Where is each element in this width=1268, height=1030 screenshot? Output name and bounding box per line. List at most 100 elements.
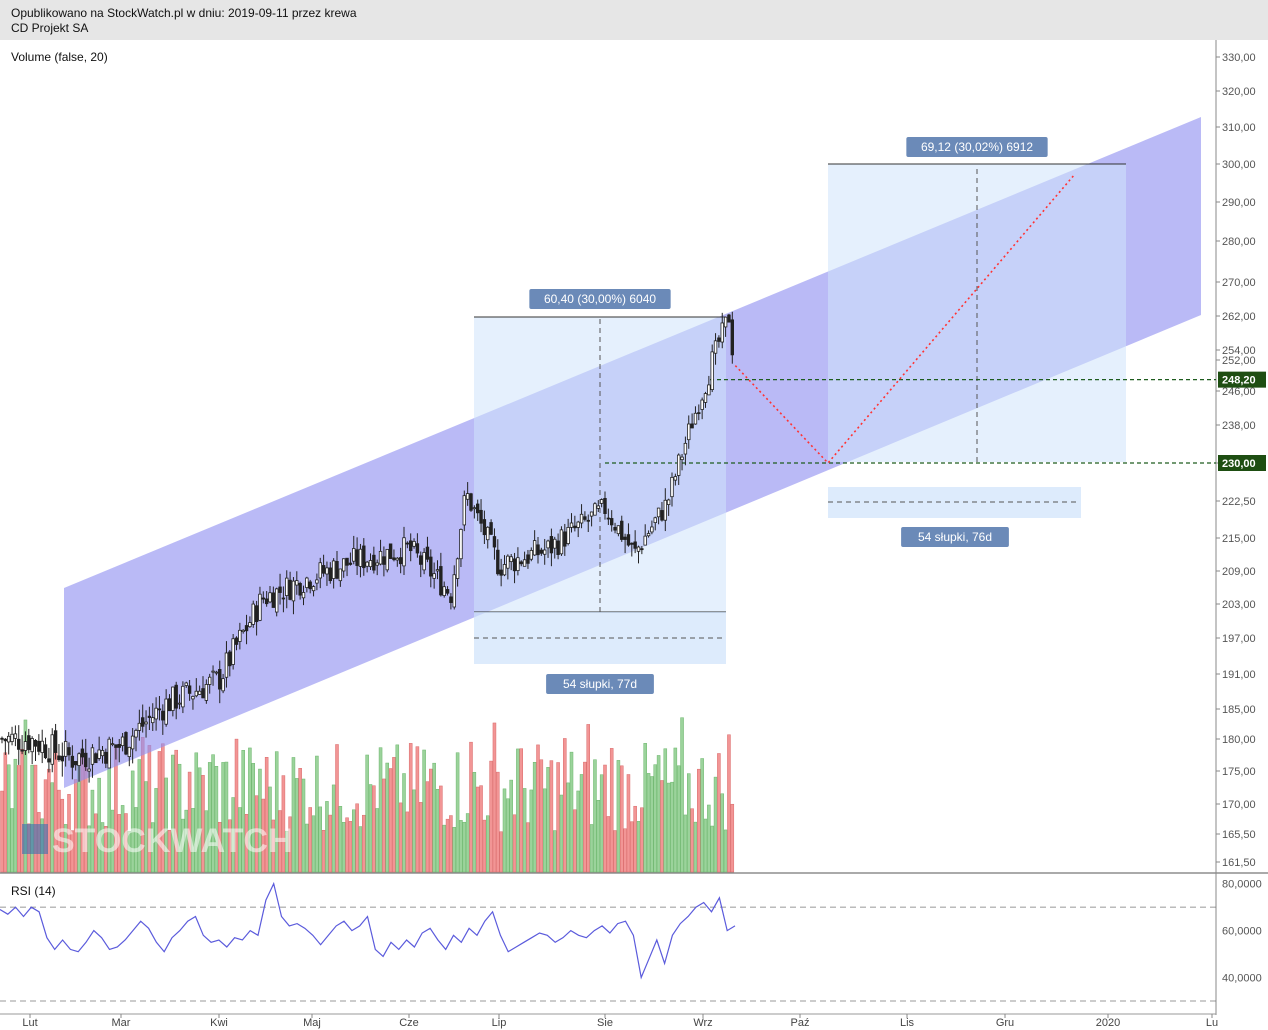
- candle-body: [526, 554, 530, 564]
- candle-body: [70, 755, 75, 768]
- y-tick-label: 203,00: [1222, 599, 1256, 611]
- volume-bar: [254, 795, 259, 873]
- candle: [469, 492, 473, 512]
- volume-bar: [469, 741, 473, 873]
- volume-bar: [673, 747, 678, 873]
- candle: [358, 543, 363, 578]
- volume-bar: [412, 789, 416, 873]
- candle-body: [683, 442, 688, 455]
- candle: [104, 748, 108, 769]
- candle-body: [231, 638, 235, 665]
- candle: [697, 404, 701, 421]
- candle: [516, 547, 520, 576]
- volume-bar: [375, 808, 379, 873]
- candle-body: [130, 735, 135, 750]
- candle-body: [475, 503, 480, 514]
- volume-bar: [395, 744, 400, 873]
- candle: [573, 515, 577, 532]
- volume-bar: [60, 798, 65, 873]
- candle-body: [3, 738, 8, 742]
- candle-body: [519, 561, 523, 565]
- candle-body: [623, 536, 627, 540]
- price-badge-label: 248,20: [1222, 375, 1256, 387]
- volume-bar: [405, 811, 410, 873]
- volume-bar: [512, 814, 517, 873]
- candle: [218, 660, 222, 704]
- volume-bar: [482, 819, 487, 873]
- candle-body: [499, 569, 503, 576]
- volume-bar: [144, 781, 148, 873]
- x-tick-label: Kwi: [210, 1017, 228, 1029]
- candle: [207, 673, 212, 694]
- x-tick-label: Lis: [900, 1017, 915, 1029]
- candle: [231, 633, 235, 670]
- candle: [295, 571, 299, 595]
- candle: [298, 581, 302, 600]
- volume-bar: [419, 802, 423, 873]
- volume-bar: [579, 774, 584, 873]
- candle: [677, 453, 681, 485]
- candle-body: [17, 738, 21, 750]
- annotation-label: 60,40 (30,00%) 6040: [544, 292, 656, 306]
- candle: [707, 375, 711, 396]
- candle: [100, 745, 105, 764]
- volume-bar: [271, 819, 276, 873]
- candle: [543, 538, 547, 565]
- candle-body: [43, 744, 48, 759]
- candle-body: [626, 534, 631, 546]
- candle: [522, 551, 527, 567]
- candle-body: [110, 743, 115, 746]
- candle: [378, 539, 383, 566]
- candle-body: [241, 629, 245, 633]
- candle: [465, 482, 470, 506]
- candle-body: [228, 651, 232, 667]
- candle-body: [288, 579, 292, 600]
- y-tick-label: 238,00: [1222, 420, 1256, 432]
- candle-body: [274, 588, 279, 613]
- volume-bar: [104, 826, 108, 873]
- volume-bar: [47, 768, 51, 873]
- volume-bar: [472, 772, 477, 873]
- candle-body: [184, 682, 188, 686]
- candle: [700, 397, 704, 420]
- candle-body: [549, 536, 554, 554]
- candle-body: [569, 522, 574, 528]
- candle: [248, 616, 252, 628]
- candle: [271, 586, 276, 608]
- candle-body: [47, 758, 51, 763]
- candle: [154, 697, 158, 731]
- volume-bar: [573, 809, 577, 873]
- candle: [197, 685, 202, 695]
- volume-bar: [33, 764, 38, 873]
- candle-body: [120, 736, 125, 747]
- candle: [84, 738, 88, 771]
- candle-body: [656, 507, 661, 518]
- candle: [151, 703, 155, 731]
- volume-bar: [663, 748, 668, 873]
- candle-body: [539, 549, 544, 554]
- watermark-text: STOCKWATCH: [52, 822, 293, 860]
- candle: [479, 499, 483, 533]
- candle: [499, 558, 503, 587]
- candle-body: [291, 580, 296, 602]
- candle-body: [224, 652, 229, 678]
- candle: [439, 552, 443, 597]
- candle: [593, 502, 597, 516]
- volume-bar: [462, 821, 467, 873]
- candle-body: [472, 507, 477, 510]
- candle-body: [492, 536, 497, 548]
- candle-body: [486, 526, 490, 541]
- candle: [325, 561, 329, 586]
- candle: [713, 333, 718, 365]
- volume-bar: [328, 814, 333, 873]
- volume-bar: [3, 752, 8, 873]
- candle-body: [653, 517, 657, 524]
- candle: [211, 665, 215, 686]
- candle: [268, 585, 272, 604]
- candle-body: [104, 751, 108, 764]
- candle-body: [646, 533, 651, 537]
- candle-body: [221, 678, 225, 692]
- candle: [87, 757, 91, 783]
- volume-bar: [593, 759, 597, 873]
